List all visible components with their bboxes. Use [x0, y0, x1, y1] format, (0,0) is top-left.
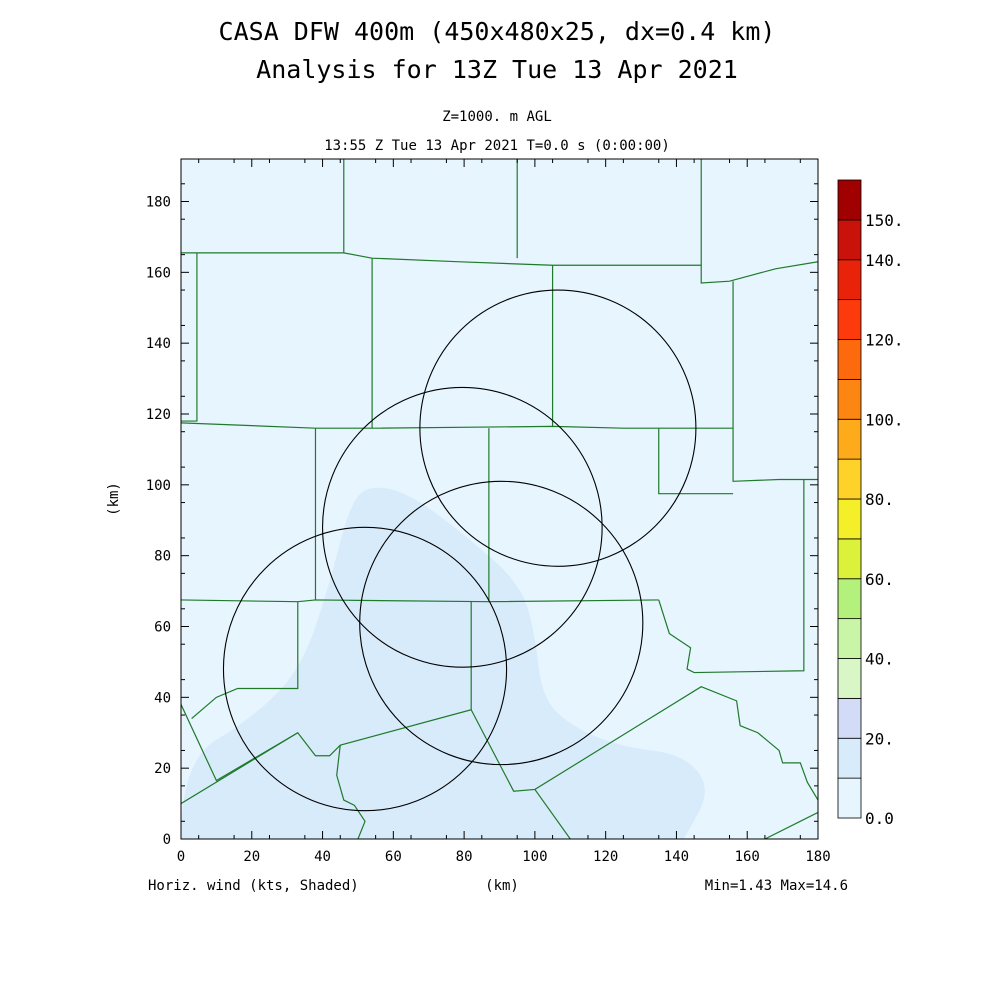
county-boundary-line	[181, 599, 659, 603]
colorbar-bin	[837, 578, 862, 620]
x-tick-label: 140	[664, 849, 689, 865]
y-tick-label: 20	[154, 761, 171, 777]
radar-range-ring	[322, 386, 603, 668]
radar-range-ring	[419, 289, 697, 567]
x-tick-label: 80	[456, 849, 473, 865]
colorbar-label: 120.	[865, 331, 904, 350]
county-boundary-line	[658, 479, 805, 674]
subtitle-level: Z=1000. m AGL	[442, 109, 552, 125]
x-tick-label: 60	[385, 849, 402, 865]
colorbar-bin	[837, 458, 862, 500]
x-tick-label: 40	[314, 849, 331, 865]
x-tick-label: 0	[177, 849, 185, 865]
colorbar: 150. 140. 120. 100. 80. 60. 40. 20. 0.0	[837, 179, 904, 828]
county-boundary-line	[764, 811, 818, 839]
x-tick-label: 100	[522, 849, 547, 865]
county-boundary-line	[181, 732, 299, 805]
colorbar-label: 0.0	[865, 809, 894, 828]
y-tick-label: 0	[163, 832, 171, 848]
title-line-2: Analysis for 13Z Tue 13 Apr 2021	[256, 55, 738, 84]
subtitle-time: 13:55 Z Tue 13 Apr 2021 T=0.0 s (0:00:00…	[324, 138, 670, 154]
colorbar-bin	[837, 538, 862, 580]
colorbar-bin	[837, 378, 862, 420]
colorbar-label: 100.	[865, 410, 904, 429]
colorbar-bin	[837, 777, 862, 819]
title-line-1: CASA DFW 400m (450x480x25, dx=0.4 km)	[219, 17, 776, 46]
colorbar-label: 40.	[865, 650, 894, 669]
x-axis-label: (km)	[485, 878, 519, 894]
plot-frame	[180, 158, 819, 840]
county-boundary-line	[470, 686, 818, 801]
county-boundary-line	[658, 428, 734, 495]
county-boundary-line	[191, 601, 299, 720]
x-tick-label: 160	[735, 849, 760, 865]
colorbar-bin	[837, 339, 862, 380]
x-tick-label: 120	[593, 849, 618, 865]
colorbar-bin	[837, 418, 862, 460]
colorbar-bin	[837, 618, 862, 659]
y-tick-label: 120	[146, 407, 171, 423]
colorbar-label: 60.	[865, 570, 894, 589]
colorbar-label: 20.	[865, 729, 894, 748]
radar-range-ring	[359, 480, 644, 766]
colorbar-bin	[837, 737, 862, 779]
colorbar-bin	[837, 498, 862, 540]
county-boundary-line	[181, 252, 818, 284]
radar-range-ring	[222, 526, 508, 812]
y-tick-label: 160	[146, 265, 171, 281]
county-boundary-line	[732, 281, 818, 482]
county-boundary-line	[181, 601, 472, 782]
county-boundary-line	[336, 745, 366, 839]
y-tick-label: 100	[146, 478, 171, 494]
colorbar-label: 140.	[865, 251, 904, 270]
colorbar-bin	[837, 259, 862, 301]
x-tick-label: 180	[805, 849, 830, 865]
colorbar-bin	[837, 299, 862, 340]
colorbar-label: 150.	[865, 211, 904, 230]
axis-ticks: 0 20 40 60 80 100 120 140 160 180 0 20 40 60 80 100 120 1…	[146, 159, 831, 865]
county-boundary-line	[534, 789, 571, 839]
colorbar-bin	[837, 179, 862, 221]
y-tick-label: 180	[146, 195, 171, 211]
radar-range-rings	[222, 289, 697, 812]
y-tick-label: 140	[146, 336, 171, 352]
county-boundary-line	[181, 422, 734, 429]
x-tick-label: 20	[243, 849, 260, 865]
county-boundary-line	[181, 252, 198, 422]
footer-left: Horiz. wind (kts, Shaded)	[148, 878, 359, 894]
colorbar-bin	[837, 658, 862, 699]
y-tick-label: 40	[154, 690, 171, 706]
footer-right: Min=1.43 Max=14.6	[705, 878, 848, 894]
y-tick-label: 80	[154, 549, 171, 565]
y-tick-label: 60	[154, 620, 171, 636]
colorbar-bin	[837, 697, 862, 739]
y-axis-label: (km)	[106, 482, 122, 516]
colorbar-bin	[837, 219, 862, 261]
county-boundaries	[181, 159, 818, 839]
plot-area: 0 20 40 60 80 100 120 140 160 180 0 20 40 60 80 100 120 1…	[146, 158, 831, 865]
colorbar-label: 80.	[865, 490, 894, 509]
